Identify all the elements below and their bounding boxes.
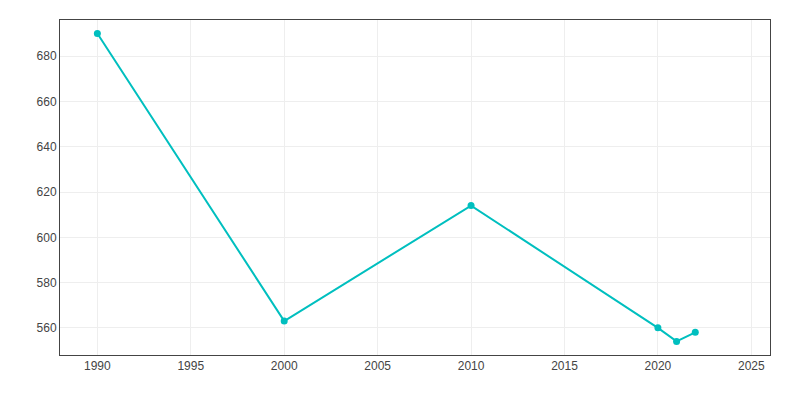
svg-text:2015: 2015 <box>551 359 578 373</box>
svg-text:2025: 2025 <box>738 359 765 373</box>
svg-text:1995: 1995 <box>177 359 204 373</box>
svg-text:1990: 1990 <box>84 359 111 373</box>
svg-text:680: 680 <box>37 49 57 63</box>
svg-text:2020: 2020 <box>645 359 672 373</box>
svg-text:660: 660 <box>37 95 57 109</box>
svg-text:2005: 2005 <box>364 359 391 373</box>
svg-text:560: 560 <box>37 321 57 335</box>
svg-text:600: 600 <box>37 231 57 245</box>
svg-text:2010: 2010 <box>458 359 485 373</box>
svg-text:580: 580 <box>37 276 57 290</box>
svg-text:640: 640 <box>37 140 57 154</box>
svg-text:2000: 2000 <box>271 359 298 373</box>
svg-text:620: 620 <box>37 185 57 199</box>
